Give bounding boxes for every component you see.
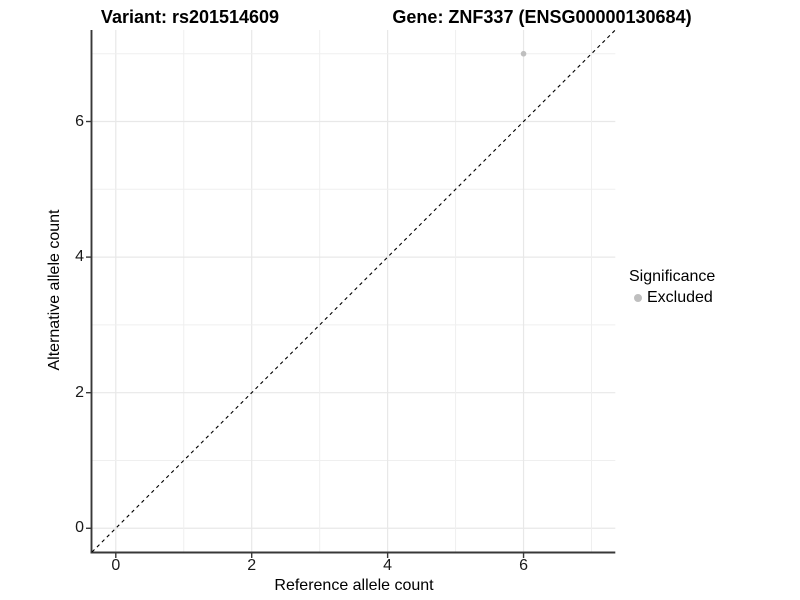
data-point xyxy=(520,50,527,57)
y-tick-label: 0 xyxy=(75,519,84,537)
y-tick-label: 6 xyxy=(75,112,84,130)
legend-item-label: Excluded xyxy=(647,289,713,306)
x-tick-label: 6 xyxy=(519,557,528,574)
legend-point-icon xyxy=(634,294,642,302)
x-axis-title: Reference allele count xyxy=(274,577,434,594)
y-tick-label: 4 xyxy=(75,248,84,266)
plot-title-gene: Gene: ZNF337 (ENSG00000130684) xyxy=(392,7,692,27)
legend: Significance Excluded xyxy=(629,268,715,307)
x-tick-label: 2 xyxy=(247,557,257,574)
y-tick-label: 2 xyxy=(75,383,84,401)
x-tick-label: 0 xyxy=(111,557,121,574)
y-axis-title: Alternative allele count xyxy=(46,209,63,371)
legend-title: Significance xyxy=(629,268,716,285)
legend-item-excluded: Excluded xyxy=(634,289,715,307)
plot-title-variant: Variant: rs201514609 xyxy=(100,7,280,27)
x-tick-label: 4 xyxy=(383,557,393,574)
identity-reference-line xyxy=(91,29,616,553)
